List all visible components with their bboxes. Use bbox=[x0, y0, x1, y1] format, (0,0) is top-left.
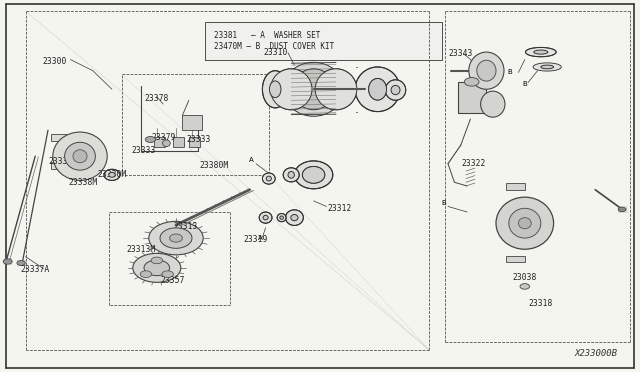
Ellipse shape bbox=[391, 86, 400, 94]
Ellipse shape bbox=[162, 271, 173, 278]
Ellipse shape bbox=[534, 50, 548, 54]
Text: 23380M: 23380M bbox=[200, 161, 229, 170]
Ellipse shape bbox=[288, 171, 294, 178]
Ellipse shape bbox=[151, 257, 163, 264]
Ellipse shape bbox=[291, 215, 298, 221]
Bar bbox=[506, 256, 525, 262]
Text: 23337: 23337 bbox=[49, 157, 73, 166]
Ellipse shape bbox=[3, 259, 12, 264]
Ellipse shape bbox=[385, 80, 406, 100]
Ellipse shape bbox=[285, 210, 303, 225]
Ellipse shape bbox=[160, 228, 192, 248]
Text: B: B bbox=[522, 81, 527, 87]
Bar bbox=[154, 137, 165, 147]
Ellipse shape bbox=[509, 208, 541, 238]
Ellipse shape bbox=[293, 69, 335, 110]
Text: 23300: 23300 bbox=[42, 57, 67, 66]
Ellipse shape bbox=[496, 197, 554, 249]
Ellipse shape bbox=[170, 234, 182, 242]
Ellipse shape bbox=[369, 78, 387, 100]
Ellipse shape bbox=[284, 62, 344, 116]
Text: 23337A: 23337A bbox=[20, 265, 50, 274]
Ellipse shape bbox=[263, 215, 268, 220]
Bar bbox=[458, 82, 486, 113]
Ellipse shape bbox=[315, 69, 357, 110]
Ellipse shape bbox=[355, 67, 400, 112]
Ellipse shape bbox=[163, 140, 170, 147]
Text: 23378: 23378 bbox=[145, 94, 169, 103]
Ellipse shape bbox=[259, 212, 272, 223]
Ellipse shape bbox=[541, 65, 554, 69]
Ellipse shape bbox=[270, 69, 312, 110]
Text: B: B bbox=[507, 70, 512, 76]
Text: A: A bbox=[249, 157, 254, 163]
Text: 23338M: 23338M bbox=[68, 178, 98, 187]
Bar bbox=[51, 134, 67, 141]
Ellipse shape bbox=[262, 71, 288, 108]
Text: 23333: 23333 bbox=[186, 135, 211, 144]
Ellipse shape bbox=[73, 150, 87, 163]
Ellipse shape bbox=[294, 161, 333, 189]
Bar bbox=[182, 115, 202, 130]
Text: 23302: 23302 bbox=[321, 100, 345, 109]
Ellipse shape bbox=[104, 169, 120, 180]
Ellipse shape bbox=[109, 172, 115, 177]
Text: 23343: 23343 bbox=[449, 49, 473, 58]
Text: 23330M: 23330M bbox=[97, 170, 127, 179]
Ellipse shape bbox=[477, 60, 496, 81]
Ellipse shape bbox=[533, 63, 561, 71]
Text: 23357: 23357 bbox=[161, 276, 185, 285]
Ellipse shape bbox=[520, 283, 529, 289]
Ellipse shape bbox=[465, 77, 479, 86]
Text: 23322: 23322 bbox=[461, 159, 486, 168]
Text: 23333: 23333 bbox=[132, 146, 156, 155]
Ellipse shape bbox=[52, 132, 108, 180]
Text: 23313M: 23313M bbox=[126, 245, 156, 254]
Ellipse shape bbox=[140, 271, 152, 278]
Ellipse shape bbox=[65, 142, 95, 170]
Ellipse shape bbox=[266, 176, 271, 181]
Ellipse shape bbox=[149, 221, 204, 255]
Ellipse shape bbox=[17, 260, 26, 266]
Bar bbox=[51, 162, 67, 169]
Text: 23319: 23319 bbox=[244, 235, 268, 244]
Bar bbox=[189, 137, 200, 147]
Ellipse shape bbox=[277, 214, 286, 222]
Text: A: A bbox=[258, 235, 263, 241]
Text: 23318: 23318 bbox=[529, 299, 553, 308]
Text: 23381   — A  WASHER SET: 23381 — A WASHER SET bbox=[214, 31, 321, 40]
Ellipse shape bbox=[262, 173, 275, 184]
Text: 23038: 23038 bbox=[513, 273, 537, 282]
Ellipse shape bbox=[481, 91, 505, 117]
Ellipse shape bbox=[303, 166, 325, 183]
Text: 23379: 23379 bbox=[151, 133, 175, 142]
Text: B: B bbox=[442, 201, 447, 206]
Text: 23310: 23310 bbox=[263, 48, 287, 57]
Ellipse shape bbox=[269, 81, 281, 97]
Ellipse shape bbox=[280, 216, 284, 219]
Bar bbox=[205, 22, 442, 60]
Ellipse shape bbox=[133, 253, 181, 282]
Bar bbox=[173, 137, 184, 147]
Ellipse shape bbox=[283, 168, 300, 182]
Text: 23470M — B  DUST COVER KIT: 23470M — B DUST COVER KIT bbox=[214, 42, 335, 51]
Ellipse shape bbox=[468, 52, 504, 89]
Ellipse shape bbox=[525, 47, 556, 57]
Ellipse shape bbox=[145, 137, 156, 142]
Ellipse shape bbox=[518, 218, 531, 229]
Text: X233000B: X233000B bbox=[575, 349, 618, 358]
Bar bbox=[506, 183, 525, 190]
Ellipse shape bbox=[144, 260, 170, 276]
Text: 23312: 23312 bbox=[327, 204, 351, 213]
Text: 23313: 23313 bbox=[173, 222, 198, 231]
Ellipse shape bbox=[618, 207, 626, 212]
